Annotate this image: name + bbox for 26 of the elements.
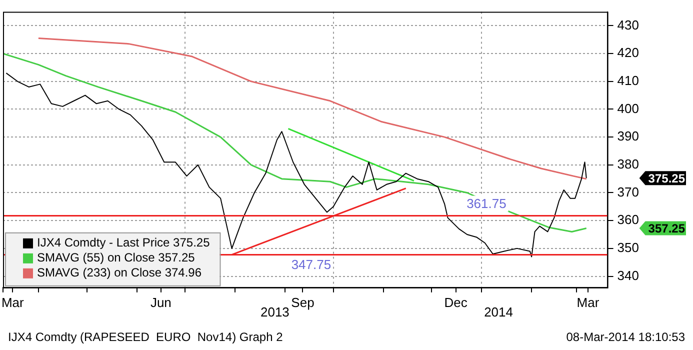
x-tick-label: Dec <box>444 294 468 310</box>
x-tick-label: Mar <box>1 294 25 310</box>
y-tick-label: 390 <box>617 128 640 144</box>
legend-label: SMAVG (55) on Close 357.25 <box>37 250 196 265</box>
y-tick-label: 370 <box>617 184 640 200</box>
y-tick-label: 340 <box>617 268 640 283</box>
y-tick-label: 400 <box>617 100 640 116</box>
text: 08-Mar-2014 18:10:53 <box>566 330 685 344</box>
y-tick-label: 420 <box>617 45 640 60</box>
ref-line-label: 361.75 <box>466 196 506 211</box>
text: 357.25 <box>648 222 686 236</box>
y-tick-label: 360 <box>617 212 640 228</box>
text: 2014 <box>484 304 513 320</box>
x-tick-label: Mar <box>576 294 600 310</box>
y-tick-label: 430 <box>617 17 640 32</box>
y-tick-label: 350 <box>617 240 640 256</box>
text: IJX4 Comdty (RAPESEED EURO Nov14) Graph 2 <box>8 330 283 344</box>
text: 2013 <box>260 304 290 320</box>
x-tick-label: Sep <box>291 294 314 310</box>
y-tick-label: 410 <box>617 72 640 88</box>
text: 375.25 <box>648 171 686 186</box>
ref-line-label: 347.75 <box>291 256 332 272</box>
legend-label: IJX4 Comdty - Last Price 375.25 <box>37 236 210 250</box>
x-tick-label: Jun <box>150 294 172 310</box>
legend-label: SMAVG (233) on Close 374.96 <box>37 266 202 280</box>
y-tick-label: 380 <box>617 156 640 172</box>
